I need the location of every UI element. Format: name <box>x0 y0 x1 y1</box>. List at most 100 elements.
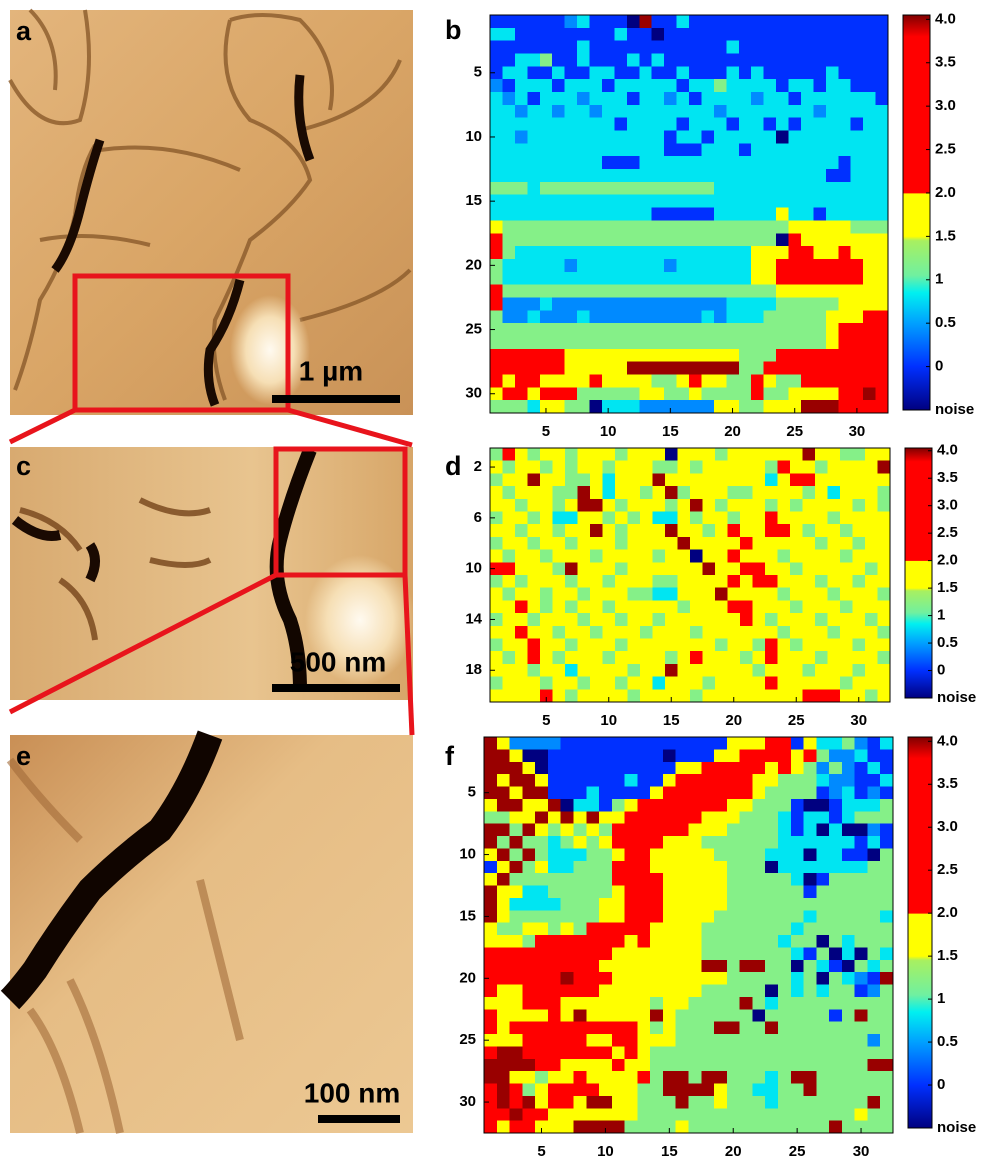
cell <box>841 1095 856 1109</box>
cell <box>676 246 690 260</box>
cell <box>615 486 628 500</box>
cell <box>829 972 843 985</box>
cell <box>713 387 727 401</box>
cell <box>850 40 864 54</box>
cell <box>765 1108 779 1122</box>
cell <box>602 511 616 525</box>
cell <box>509 860 523 874</box>
cell <box>739 1046 753 1060</box>
cell <box>599 836 613 849</box>
cell <box>502 448 516 462</box>
cell <box>573 1120 587 1134</box>
cell <box>765 798 779 812</box>
cell <box>825 246 839 260</box>
cell <box>496 984 510 998</box>
cell <box>552 79 566 93</box>
cell <box>838 348 852 363</box>
cell <box>777 1058 792 1072</box>
cell <box>752 498 766 512</box>
cell <box>850 258 864 273</box>
cell <box>535 1034 549 1047</box>
cell <box>484 922 498 936</box>
cell <box>490 92 503 106</box>
cell <box>803 959 817 973</box>
cell <box>573 1058 587 1072</box>
cell <box>788 66 802 80</box>
cell <box>850 284 864 298</box>
cell <box>727 587 741 601</box>
y-tick-label: 18 <box>465 661 482 678</box>
cell <box>726 897 741 911</box>
cell <box>675 823 689 837</box>
cell <box>765 761 779 775</box>
cell <box>565 676 578 690</box>
cell <box>535 996 549 1010</box>
cell <box>765 737 779 750</box>
cell <box>863 387 876 401</box>
cell <box>601 15 615 29</box>
colorbar <box>904 447 933 699</box>
cell <box>527 297 541 311</box>
cell <box>552 297 566 311</box>
cell <box>715 549 728 563</box>
cell <box>509 1021 523 1035</box>
cell <box>752 1120 766 1134</box>
cell <box>790 1108 804 1122</box>
cell <box>738 335 752 350</box>
cell <box>515 613 528 627</box>
cell <box>816 947 830 961</box>
cell <box>790 922 804 936</box>
cell <box>701 220 715 234</box>
cell <box>701 348 715 363</box>
cell <box>624 774 638 787</box>
cell <box>540 498 553 512</box>
cell <box>689 92 702 106</box>
cell <box>565 511 578 525</box>
cell <box>599 786 613 800</box>
cell <box>713 130 727 144</box>
cell <box>752 651 766 665</box>
cell <box>665 663 678 677</box>
cell <box>825 117 839 131</box>
cell <box>867 860 881 874</box>
cell <box>714 1009 728 1023</box>
cell <box>688 1021 702 1035</box>
cell <box>514 104 528 119</box>
cell <box>726 271 740 286</box>
cell <box>602 638 616 652</box>
cell <box>589 92 603 106</box>
cell <box>765 562 778 576</box>
cell <box>739 885 753 899</box>
y-tick-label: 10 <box>465 128 482 145</box>
cell <box>765 663 778 677</box>
cell <box>829 749 843 763</box>
cell <box>816 1108 830 1122</box>
cell <box>662 848 677 862</box>
cell <box>875 53 889 67</box>
cell <box>752 935 766 948</box>
cell <box>627 613 641 627</box>
cell <box>713 169 727 183</box>
cell <box>690 651 703 665</box>
cell <box>852 575 866 589</box>
cell <box>522 984 536 998</box>
cell <box>589 361 603 375</box>
cell <box>777 638 791 652</box>
cell <box>752 486 766 500</box>
cell <box>827 473 841 487</box>
cell <box>765 676 778 690</box>
cell <box>788 297 802 311</box>
cell <box>662 1120 677 1134</box>
cell <box>539 400 553 414</box>
cell <box>702 536 716 550</box>
cell <box>867 885 881 899</box>
cell <box>522 1046 536 1060</box>
cell <box>573 1108 587 1122</box>
cell <box>852 498 866 512</box>
cell <box>552 625 566 639</box>
cell <box>484 935 498 948</box>
cell <box>727 689 741 703</box>
cell <box>577 40 590 54</box>
cell <box>740 524 753 538</box>
cell <box>688 1071 702 1084</box>
